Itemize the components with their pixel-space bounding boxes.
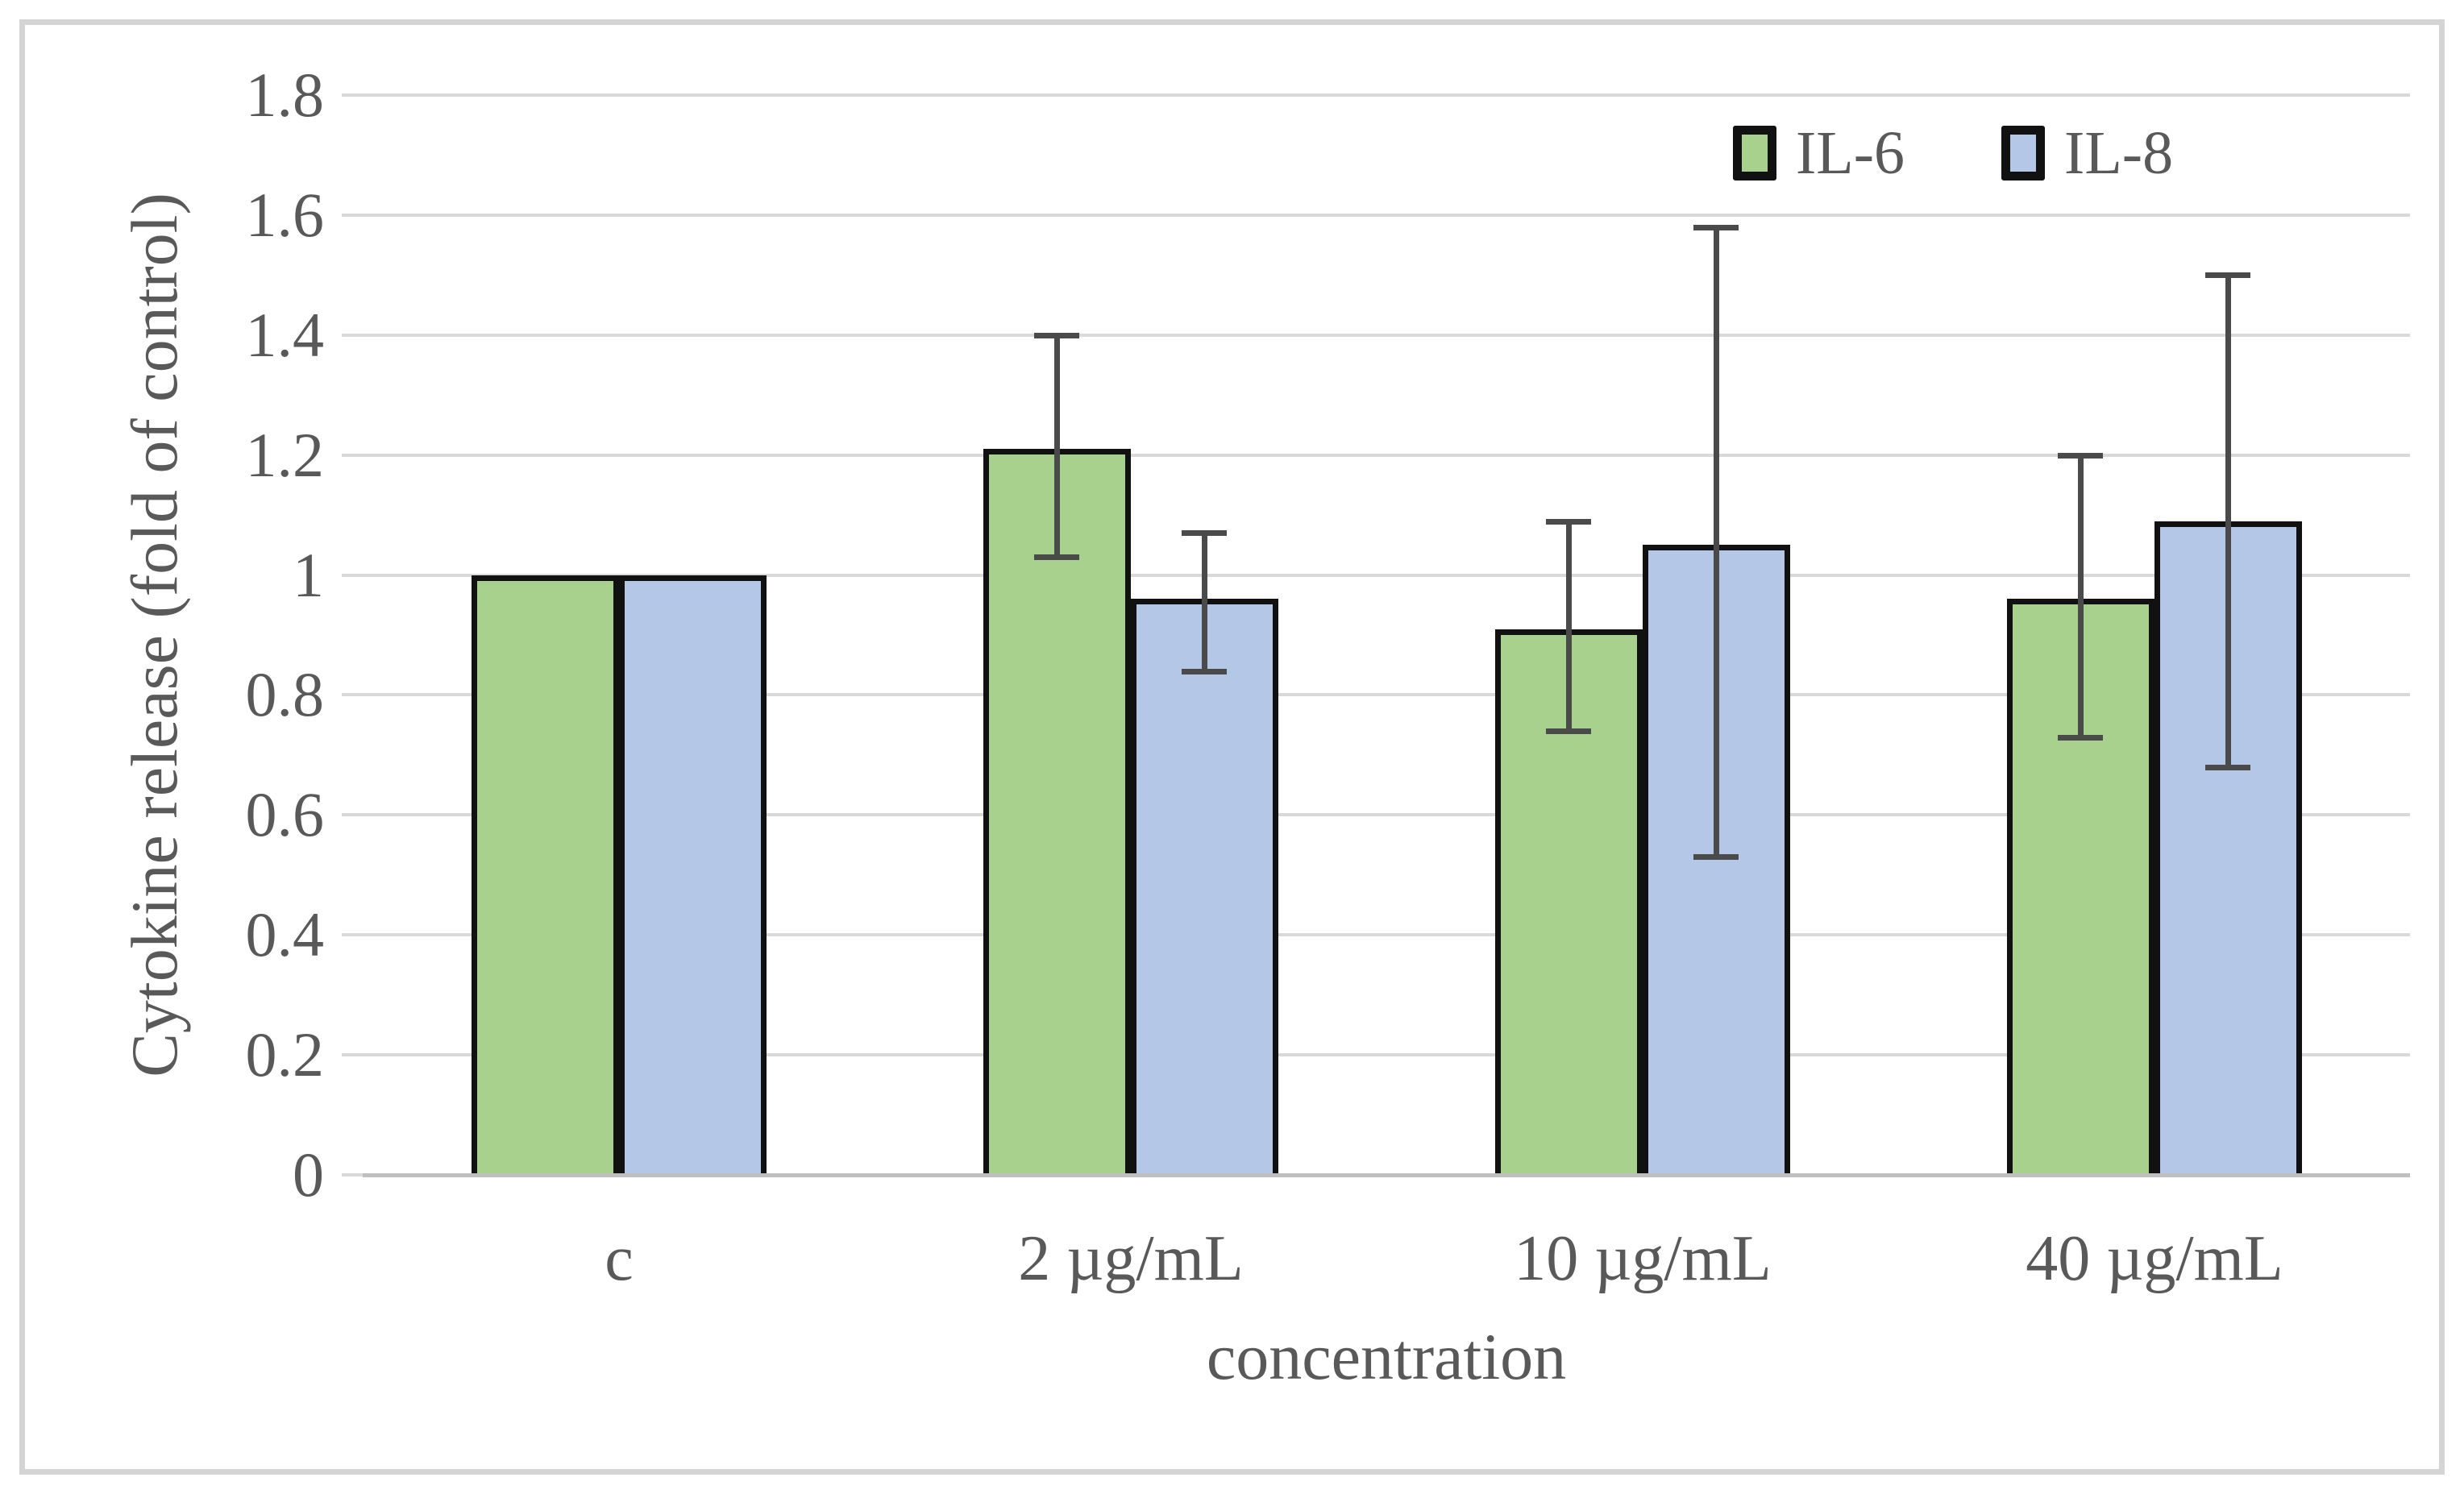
- error-bar-cap-bottom: [2205, 765, 2250, 770]
- gridline: [363, 693, 2410, 696]
- y-tick-mark: [342, 693, 363, 696]
- error-bar-cap-bottom: [1546, 728, 1591, 734]
- y-tick-label: 0.2: [245, 1019, 325, 1089]
- y-tick-label: 1.8: [245, 60, 325, 130]
- y-tick-label: 0.6: [245, 779, 325, 849]
- legend: IL-6 IL-8: [1733, 121, 2173, 185]
- error-bar-cap-bottom: [2058, 735, 2103, 741]
- gridline: [363, 334, 2410, 337]
- error-bar-cap-bottom: [1693, 854, 1739, 860]
- x-category-label: 2 µg/mL: [1018, 1223, 1244, 1294]
- error-bar-cap-top: [1034, 333, 1079, 338]
- y-tick-mark: [342, 334, 363, 337]
- gridline: [363, 214, 2410, 217]
- y-tick-mark: [342, 933, 363, 936]
- x-category-label: c: [605, 1223, 634, 1294]
- gridline: [363, 813, 2410, 816]
- bar-il-8-2µg/mL: [1131, 599, 1278, 1175]
- error-bar: [2225, 275, 2231, 766]
- error-bar-cap-top: [1546, 519, 1591, 525]
- y-tick-mark: [342, 813, 363, 816]
- y-tick-label: 1: [293, 540, 324, 610]
- gridline: [363, 93, 2410, 97]
- y-tick-mark: [342, 1053, 363, 1056]
- y-tick-mark: [342, 454, 363, 457]
- il6-swatch-icon: [1733, 126, 1776, 181]
- legend-item-il6: IL-6: [1733, 121, 1905, 185]
- y-tick-mark: [342, 1173, 363, 1177]
- y-tick-mark: [342, 574, 363, 577]
- error-bar: [1054, 335, 1060, 557]
- gridline: [363, 1053, 2410, 1056]
- legend-label-il6: IL-6: [1796, 119, 1905, 187]
- legend-item-il8: IL-8: [2001, 121, 2173, 185]
- legend-label-il8: IL-8: [2064, 119, 2174, 187]
- y-tick-label: 0.8: [245, 659, 325, 729]
- error-bar-cap-bottom: [1182, 669, 1227, 674]
- x-category-label: 40 µg/mL: [2026, 1223, 2283, 1294]
- gridline: [363, 933, 2410, 936]
- x-category-label: 10 µg/mL: [1514, 1223, 1772, 1294]
- x-axis-line: [363, 1173, 2410, 1177]
- y-axis-title: Cytokine release (fold of control): [118, 193, 191, 1077]
- error-bar: [1566, 521, 1572, 732]
- y-tick-label: 1.6: [245, 180, 325, 250]
- error-bar: [1202, 533, 1207, 670]
- error-bar-cap-top: [1182, 530, 1227, 536]
- y-tick-label: 0.4: [245, 899, 325, 969]
- gridline: [363, 574, 2410, 577]
- gridline: [363, 454, 2410, 457]
- bar-il-6-c: [472, 575, 619, 1175]
- error-bar: [2078, 455, 2084, 737]
- y-tick-mark: [342, 93, 363, 97]
- il8-swatch-icon: [2001, 126, 2046, 181]
- x-axis-title: concentration: [1206, 1320, 1567, 1393]
- y-tick-label: 1.2: [245, 420, 325, 490]
- error-bar-cap-bottom: [1034, 554, 1079, 560]
- error-bar-cap-top: [2205, 272, 2250, 278]
- error-bar-cap-top: [1693, 225, 1739, 230]
- y-tick-mark: [342, 214, 363, 217]
- error-bar: [1714, 227, 1719, 857]
- bar-il-6-2µg/mL: [983, 449, 1131, 1175]
- y-tick-label: 1.4: [245, 300, 325, 370]
- y-tick-label: 0: [293, 1139, 324, 1210]
- bar-il-8-c: [619, 575, 767, 1175]
- error-bar-cap-top: [2058, 453, 2103, 459]
